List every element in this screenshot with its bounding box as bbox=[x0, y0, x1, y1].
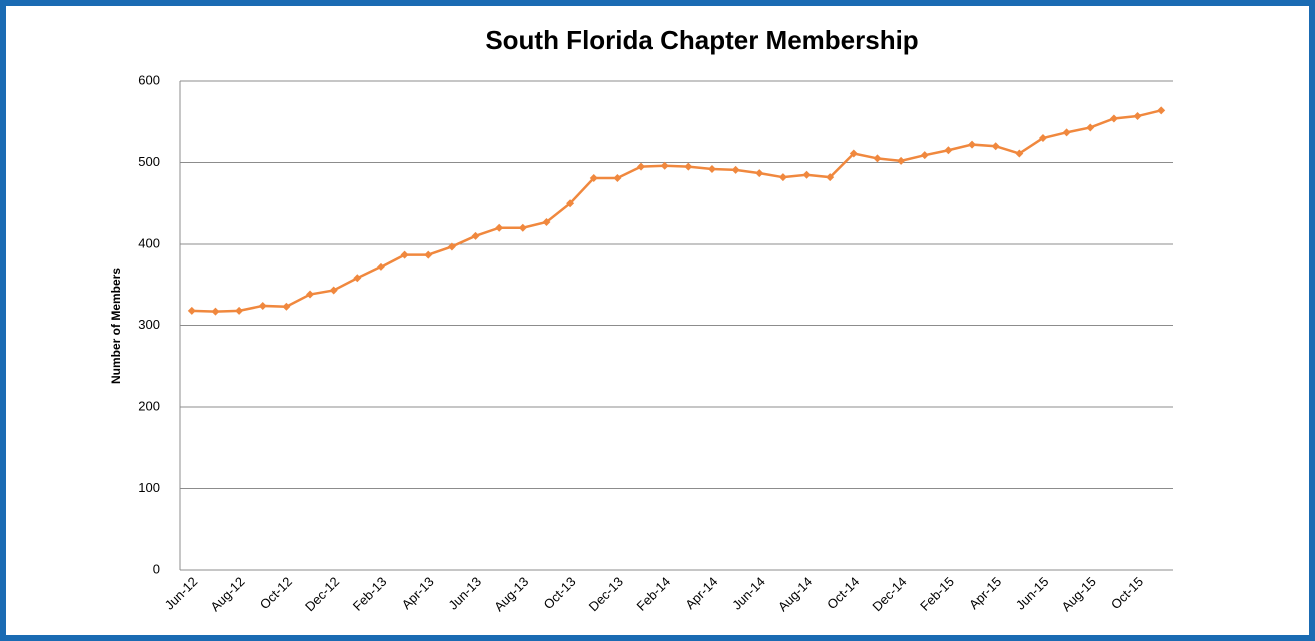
marker bbox=[495, 223, 504, 232]
y-tick-label: 100 bbox=[138, 480, 160, 495]
marker bbox=[542, 217, 551, 226]
line bbox=[191, 109, 1162, 313]
marker bbox=[1133, 112, 1142, 121]
y-tick-label: 300 bbox=[138, 317, 160, 332]
marker bbox=[707, 165, 716, 174]
marker bbox=[1086, 123, 1095, 132]
marker bbox=[920, 151, 929, 160]
marker bbox=[258, 301, 267, 310]
marker bbox=[1038, 134, 1047, 143]
marker bbox=[873, 154, 882, 163]
marker bbox=[589, 173, 598, 182]
marker bbox=[1157, 106, 1166, 115]
marker bbox=[566, 199, 575, 208]
marker bbox=[660, 161, 669, 170]
marker bbox=[1062, 128, 1071, 137]
y-axis-label: Number of Members bbox=[109, 268, 123, 384]
marker bbox=[802, 170, 811, 179]
marker bbox=[755, 169, 764, 178]
marker bbox=[944, 146, 953, 155]
marker bbox=[684, 162, 693, 171]
marker bbox=[329, 286, 338, 295]
y-tick-label: 500 bbox=[138, 154, 160, 169]
marker bbox=[211, 307, 220, 316]
marker bbox=[187, 306, 196, 315]
y-tick-label: 400 bbox=[138, 235, 160, 250]
marker bbox=[778, 173, 787, 182]
marker bbox=[826, 173, 835, 182]
marker bbox=[1015, 149, 1024, 158]
marker bbox=[613, 173, 622, 182]
marker bbox=[897, 156, 906, 165]
marker bbox=[1109, 114, 1118, 123]
marker bbox=[353, 274, 362, 283]
marker bbox=[471, 231, 480, 240]
chart-title: South Florida Chapter Membership bbox=[485, 25, 918, 55]
y-tick-label: 200 bbox=[138, 398, 160, 413]
marker bbox=[637, 162, 646, 171]
y-tick-label: 0 bbox=[153, 561, 160, 576]
marker bbox=[731, 165, 740, 174]
marker bbox=[447, 242, 456, 251]
marker bbox=[306, 290, 315, 299]
marker bbox=[235, 306, 244, 315]
marker bbox=[376, 262, 385, 271]
marker bbox=[400, 250, 409, 259]
marker bbox=[424, 250, 433, 259]
marker bbox=[282, 302, 291, 311]
marker bbox=[968, 140, 977, 149]
y-tick-label: 600 bbox=[138, 72, 160, 87]
marker bbox=[991, 142, 1000, 151]
marker bbox=[518, 223, 527, 232]
marker bbox=[849, 149, 858, 158]
